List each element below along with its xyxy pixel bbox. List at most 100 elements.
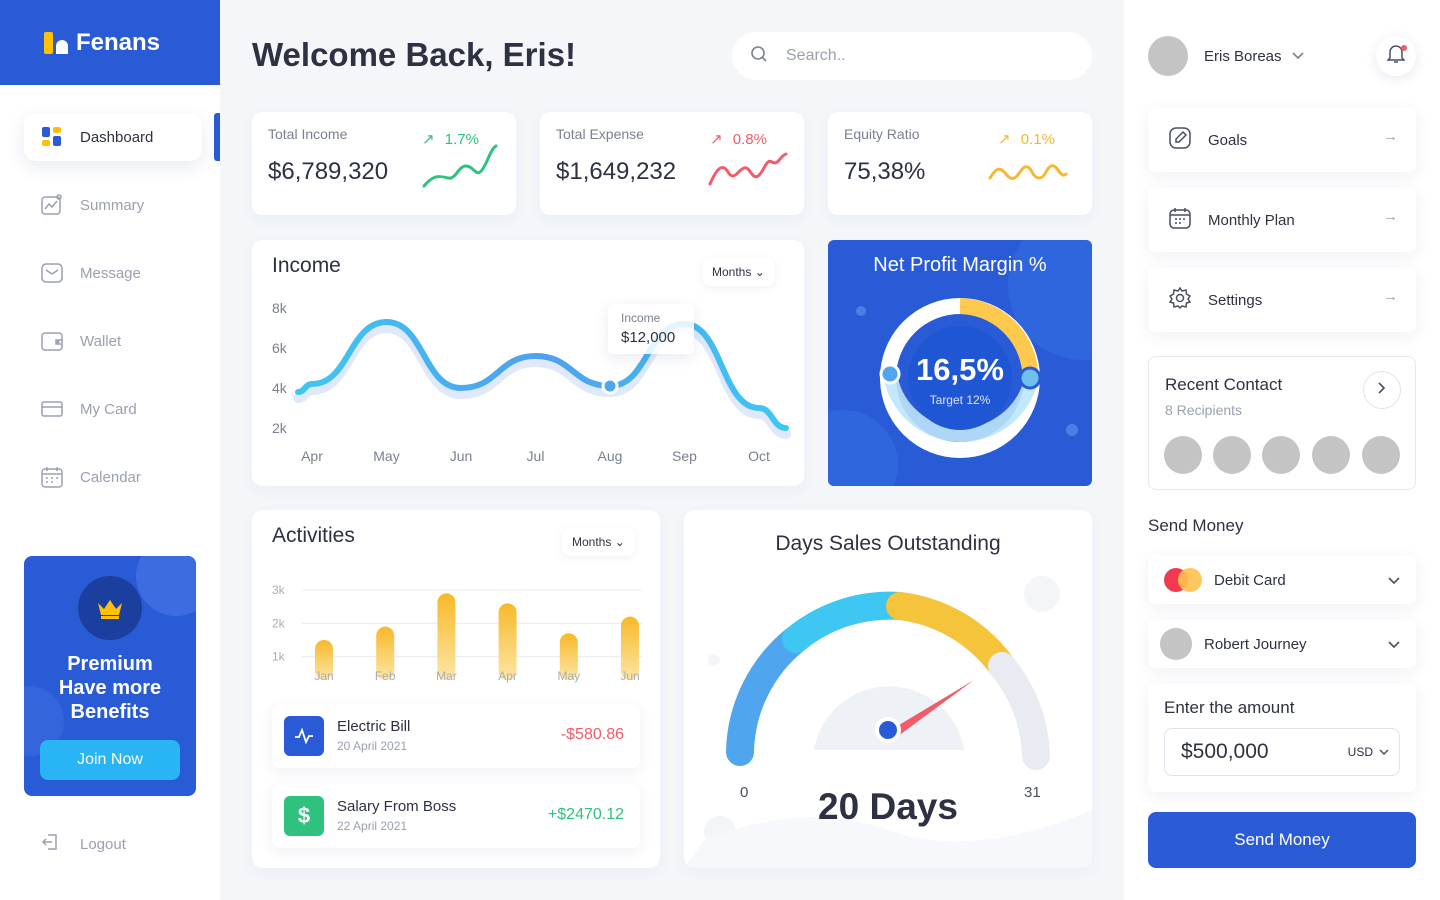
npm-gauge	[879, 298, 1042, 458]
sidebar-item-summary[interactable]: Summary	[24, 181, 220, 229]
logout-label: Logout	[80, 835, 126, 853]
contact-avatar[interactable]	[1262, 436, 1300, 474]
income-sparkline	[422, 144, 498, 188]
contact-avatar[interactable]	[1312, 436, 1350, 474]
activities-months-dropdown[interactable]: Months ⌄	[562, 528, 635, 556]
notification-dot	[1401, 45, 1407, 51]
chevron-down-icon	[1379, 748, 1389, 755]
activity-date: 22 April 2021	[337, 819, 408, 833]
y-tick-label: 2k	[272, 420, 288, 436]
x-tick-label: Aug	[598, 448, 623, 464]
income-card: Income Months ⌄ 8k 6k 4k 2k Apr May Jun Jul Aug S…	[252, 240, 804, 486]
sidebar-item-message[interactable]: Message	[24, 249, 220, 297]
sidebar-item-label: Summary	[80, 196, 145, 214]
recent-subtitle: 8 Recipients	[1165, 402, 1243, 418]
notification-button[interactable]	[1376, 36, 1416, 76]
dollar-icon: $	[284, 796, 324, 836]
calendar-icon	[1168, 206, 1192, 234]
sidebar-item-calendar[interactable]: Calendar	[24, 453, 220, 501]
recent-next-button[interactable]	[1363, 371, 1401, 409]
sidebar-item-label: Calendar	[80, 468, 141, 486]
menu-monthly-plan[interactable]: Monthly Plan →	[1148, 188, 1416, 252]
logout-button[interactable]: Logout	[40, 832, 126, 856]
chevron-down-icon	[1388, 572, 1400, 589]
contact-avatar[interactable]	[1362, 436, 1400, 474]
sidebar-item-my-card[interactable]: My Card	[24, 385, 220, 433]
search-input[interactable]: Search..	[732, 32, 1092, 80]
summary-icon	[40, 193, 64, 217]
sidebar-item-dashboard[interactable]: Dashboard	[24, 113, 202, 161]
stat-label: Total Expense	[556, 126, 644, 142]
net-profit-margin-card: Net Profit Margin % 16,5% Target 12%	[828, 240, 1092, 486]
stat-label: Equity Ratio	[844, 126, 920, 142]
income-months-dropdown[interactable]: Months ⌄	[702, 258, 775, 286]
premium-card: Premium Have more Benefits Join Now	[24, 556, 196, 796]
activity-name: Electric Bill	[337, 718, 411, 735]
recipient-select[interactable]: Robert Journey	[1148, 620, 1416, 668]
sidebar-item-label: Message	[80, 264, 141, 282]
npm-value: 16,5%	[916, 352, 1004, 387]
sidebar-item-label: Wallet	[80, 332, 122, 350]
profile-menu[interactable]: Eris Boreas	[1148, 32, 1304, 80]
dso-min: 0	[740, 784, 749, 801]
x-tick-label: May	[373, 448, 399, 464]
gear-icon	[1168, 286, 1192, 314]
recent-contact-card: Recent Contact 8 Recipients	[1148, 356, 1416, 490]
amount-card: Enter the amount $500,000 USD	[1148, 684, 1416, 792]
npm-title: Net Profit Margin %	[873, 254, 1047, 276]
card-icon	[40, 397, 64, 421]
activities-title: Activities	[272, 524, 355, 547]
chevron-down-icon: ⌄	[614, 535, 625, 549]
amount-input[interactable]: $500,000 USD	[1164, 728, 1400, 776]
sidebar-item-label: Dashboard	[80, 128, 154, 146]
activity-item[interactable]: $ Salary From Boss 22 April 2021 +$2470.…	[272, 784, 640, 848]
activity-name: Salary From Boss	[337, 798, 457, 815]
sidebar-item-wallet[interactable]: Wallet	[24, 317, 220, 365]
activity-item[interactable]: Electric Bill 20 April 2021 -$580.86	[272, 704, 640, 768]
dso-title: Days Sales Outstanding	[775, 532, 1001, 555]
income-tooltip: Income $12,000	[608, 304, 694, 354]
avatar	[1160, 628, 1192, 660]
send-money-button[interactable]: Send Money	[1148, 812, 1416, 868]
activity-amount: -$580.86	[560, 726, 624, 743]
message-icon	[40, 261, 64, 285]
menu-goals[interactable]: Goals →	[1148, 108, 1416, 172]
calendar-icon	[40, 465, 64, 489]
search-icon	[750, 45, 768, 68]
dso-value: 20 Days	[818, 786, 958, 827]
logo[interactable]: Fenans	[0, 0, 220, 85]
activity-bar	[315, 640, 333, 680]
activities-chart: 3k 2k 1k Jan Feb Mar Apr May Jun	[272, 583, 642, 683]
activity-bar	[376, 626, 395, 680]
expense-sparkline	[708, 152, 788, 186]
goals-icon	[1168, 126, 1192, 154]
avatar	[1148, 36, 1188, 76]
contact-avatar[interactable]	[1164, 436, 1202, 474]
premium-text: Premium Have more Benefits	[58, 653, 162, 723]
sidebar: Fenans Dashboard Summary Message Wallet	[0, 0, 220, 900]
join-now-button[interactable]: Join Now	[40, 740, 180, 780]
stat-change: ↗ 1.7%	[422, 131, 479, 148]
y-tick-label: 3k	[272, 583, 286, 597]
stat-change: ↗ 0.8%	[710, 131, 767, 148]
x-tick-label: Jan	[314, 669, 333, 683]
y-tick-label: 4k	[272, 380, 288, 396]
stat-card-equity: Equity Ratio 75,38% ↗ 0.1%	[828, 112, 1092, 215]
equity-sparkline	[988, 164, 1068, 180]
contact-avatar[interactable]	[1213, 436, 1251, 474]
y-tick-label: 1k	[272, 650, 286, 664]
arrow-right-icon: →	[1383, 128, 1398, 145]
mastercard-icon	[1164, 568, 1204, 592]
y-tick-label: 2k	[272, 616, 286, 630]
activity-bar	[621, 616, 639, 680]
currency-select[interactable]: USD	[1348, 745, 1389, 759]
x-tick-label: Jul	[527, 448, 545, 464]
activity-bar	[559, 633, 578, 680]
stat-card-income: Total Income $6,789,320 ↗ 1.7%	[252, 112, 516, 215]
menu-settings[interactable]: Settings →	[1148, 268, 1416, 332]
activity-bar	[498, 603, 517, 680]
card-select[interactable]: Debit Card	[1148, 556, 1416, 604]
x-tick-label: Jun	[620, 669, 639, 683]
x-tick-label: Jun	[450, 448, 473, 464]
activity-amount: +$2470.12	[547, 806, 624, 823]
